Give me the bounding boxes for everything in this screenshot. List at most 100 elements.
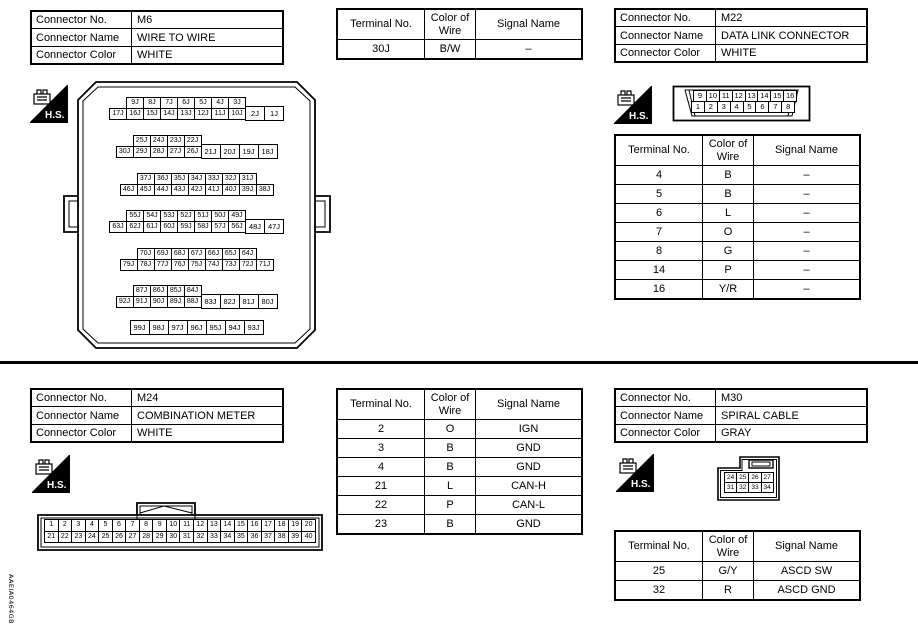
pin-cell: 27J xyxy=(166,146,185,158)
pin-cell: 35 xyxy=(233,530,249,543)
pin-cell: 80J xyxy=(257,294,278,309)
hs-stamp: H.S. xyxy=(616,454,654,497)
info-value: M24 xyxy=(131,388,284,408)
pin-cell: 58J xyxy=(194,221,212,233)
wire-color: O xyxy=(702,222,754,242)
col-terminal-no: Terminal No. xyxy=(336,388,425,420)
pin-cell: 4 xyxy=(729,101,744,113)
hs-label: H.S. xyxy=(631,479,651,490)
info-value: COMBINATION METER xyxy=(131,406,284,425)
wire-color: L xyxy=(424,476,476,496)
col-signal-name: Signal Name xyxy=(753,134,861,166)
hs-label: H.S. xyxy=(629,111,649,122)
m24-housing-outline xyxy=(37,502,323,551)
pin-cell: 34 xyxy=(760,482,774,493)
info-row: Connector No. M24 xyxy=(30,388,284,408)
info-label: Connector Color xyxy=(30,423,132,443)
connector-icon xyxy=(33,89,51,105)
col-signal-name: Signal Name xyxy=(475,388,583,420)
pin-row-top: 9J 8J 7J 6J 5J 4J 3J xyxy=(126,97,246,109)
pin-cell: 29 xyxy=(152,530,167,543)
pin-cell: 45J xyxy=(136,184,155,196)
signal-name: GND xyxy=(475,438,583,458)
pin-row-top: 37J 36J 35J 34J 33J 32J 31J xyxy=(136,173,257,185)
pin-cell: 14J xyxy=(160,108,178,120)
wire-color: G xyxy=(702,241,754,261)
wire-color: L xyxy=(702,203,754,223)
terminal-row: 30J B/W – xyxy=(336,39,583,60)
wire-color: B/W xyxy=(424,39,476,60)
pin-row-bottom: 17J 16J 15J 14J 13J 12J 11J xyxy=(109,106,284,121)
m30-pin-grid: 24 25 26 27 31 32 33 34 xyxy=(724,472,774,493)
info-value: SPIRAL CABLE xyxy=(715,406,868,425)
signal-name: – xyxy=(753,184,861,204)
signal-name: GND xyxy=(475,514,583,535)
pin-cell: 21J xyxy=(200,144,221,159)
pin-cell: 62J xyxy=(126,221,144,233)
col-signal-name: Signal Name xyxy=(475,8,583,40)
terminal-row: 8 G – xyxy=(614,241,861,261)
wire-color: R xyxy=(702,580,754,601)
pin-cell: 39J xyxy=(238,184,257,196)
pin-cell: 91J xyxy=(132,296,151,308)
pin-cell: 30 xyxy=(165,530,181,543)
pin-cell: 27 xyxy=(125,530,140,543)
m30-housing-outline xyxy=(717,456,780,501)
pin-cell: 46J xyxy=(119,184,138,196)
terminal-row: 7 O – xyxy=(614,222,861,242)
terminal-row: 2 O IGN xyxy=(336,419,583,439)
signal-name: IGN xyxy=(475,419,583,439)
info-row: Connector Name DATA LINK CONNECTOR xyxy=(614,26,868,45)
pin-cell: 71J xyxy=(255,259,274,271)
m22-terminal-table: Terminal No. Color of Wire Signal Name 4… xyxy=(614,134,861,300)
col-terminal-no: Terminal No. xyxy=(614,134,703,166)
col-color-of-wire: Color of Wire xyxy=(702,134,754,166)
pin-group: 99J 98J 97J 96J 95J 94J 93J xyxy=(129,320,264,335)
info-label: Connector Color xyxy=(614,43,716,63)
info-label: Connector No. xyxy=(30,10,132,30)
pin-cell: 37 xyxy=(260,530,276,543)
pin-row-bottom: 31 32 33 34 xyxy=(724,482,774,493)
pin-cell: 28J xyxy=(149,146,168,158)
terminal-no: 5 xyxy=(614,184,703,204)
pin-row-top: 9 10 11 12 13 14 15 16 xyxy=(693,90,798,102)
pin-row-bottom: 30J 29J 28J 27J 26J 21J 20J xyxy=(115,144,278,159)
terminal-no: 25 xyxy=(614,561,703,581)
pin-cell: 93J xyxy=(243,320,264,335)
pin-cell: 57J xyxy=(211,221,229,233)
m6-terminal-table: Terminal No. Color of Wire Signal Name 3… xyxy=(336,8,583,60)
pin-cell: 33 xyxy=(206,530,222,543)
info-label: Connector Name xyxy=(30,28,132,47)
pin-cell: 29J xyxy=(132,146,151,158)
pin-cell: 30J xyxy=(115,146,134,158)
table-header-row: Terminal No. Color of Wire Signal Name xyxy=(614,134,861,166)
terminal-no: 22 xyxy=(336,495,425,515)
signal-name: – xyxy=(753,165,861,185)
pin-cell: 28 xyxy=(138,530,154,543)
pin-group: 9J 8J 7J 6J 5J 4J 3J xyxy=(109,97,284,121)
pin-row-bottom: 63J 62J 61J 60J 59J 58J 57J xyxy=(109,219,284,234)
pin-cell: 26 xyxy=(111,530,127,543)
wire-color: B xyxy=(702,184,754,204)
wire-color: Y/R xyxy=(702,279,754,300)
pin-cell: 56J xyxy=(228,221,246,233)
pin-cell: 26J xyxy=(183,146,202,158)
pin-cell: 25 xyxy=(98,530,113,543)
info-row: Connector Color GRAY xyxy=(614,423,868,443)
pin-cell: 24 xyxy=(84,530,100,543)
pin-row-bottom: 79J 78J 77J 76J 75J 74J 73J xyxy=(119,259,274,271)
pin-cell: 41J xyxy=(204,184,223,196)
pin-cell: 8 xyxy=(781,101,796,113)
pin-cell: 16J xyxy=(126,108,144,120)
hs-label: H.S. xyxy=(47,480,67,491)
col-terminal-no: Terminal No. xyxy=(614,530,703,562)
pin-row-top: 70J 69J 68J 67J 66J 65J 64J xyxy=(136,248,257,260)
connector-icon xyxy=(35,459,53,475)
pin-cell: 36 xyxy=(247,530,262,543)
pin-cell: 18J xyxy=(257,144,278,159)
info-row: Connector No. M22 xyxy=(614,8,868,28)
pin-cell: 81J xyxy=(238,294,259,309)
section-divider xyxy=(0,361,918,364)
pin-cell: 95J xyxy=(205,320,226,335)
